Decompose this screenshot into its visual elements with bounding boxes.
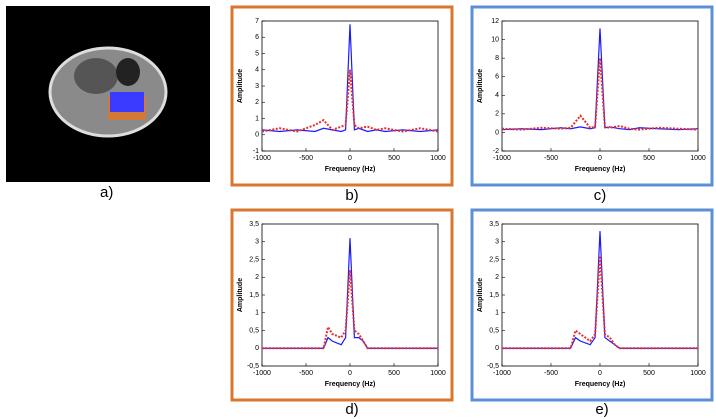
y-tick-label: 6 xyxy=(255,34,259,41)
x-tick-label: -500 xyxy=(299,370,313,377)
x-tick-label: 500 xyxy=(643,155,655,162)
panel-caption: a) xyxy=(100,184,113,201)
y-tick-label: 2 xyxy=(495,274,499,281)
y-tick-label: 1 xyxy=(255,115,259,122)
y-tick-label: 8 xyxy=(495,55,499,62)
y-axis-label: Amplitude xyxy=(237,278,244,312)
y-tick-label: 3,5 xyxy=(489,221,499,228)
x-tick-label: 0 xyxy=(348,155,352,162)
x-tick-label: 1000 xyxy=(430,370,446,377)
y-tick-label: 3 xyxy=(255,83,259,90)
spectrum-line xyxy=(261,69,439,133)
y-tick-label: 7 xyxy=(255,18,259,25)
y-tick-label: 4 xyxy=(255,67,259,74)
x-tick-label: 500 xyxy=(643,370,655,377)
y-tick-label: 3 xyxy=(495,239,499,246)
y-tick-label: 0 xyxy=(255,345,259,352)
x-axis-label: Frequency (Hz) xyxy=(325,166,376,173)
y-tick-label: 10 xyxy=(491,36,499,43)
x-tick-label: -500 xyxy=(544,155,558,162)
y-axis-label: Amplitude xyxy=(477,278,484,312)
y-axis-label: Amplitude xyxy=(477,69,484,103)
y-tick-label: 5 xyxy=(255,50,259,57)
y-tick-label: 6 xyxy=(495,74,499,81)
x-tick-label: 500 xyxy=(388,370,400,377)
spectrum-line xyxy=(261,24,439,133)
x-tick-label: 0 xyxy=(598,370,602,377)
y-tick-label: -1 xyxy=(253,148,259,155)
y-tick-label: 2 xyxy=(495,111,499,118)
y-tick-label: 0 xyxy=(495,345,499,352)
y-tick-label: -2 xyxy=(493,148,499,155)
y-tick-label: 3 xyxy=(255,239,259,246)
panel-frame xyxy=(470,5,714,187)
x-tick-label: 1000 xyxy=(690,155,706,162)
spectrum-line xyxy=(501,58,699,131)
panel-caption: c) xyxy=(594,187,607,204)
x-tick-label: -500 xyxy=(544,370,558,377)
x-tick-label: -1000 xyxy=(493,370,511,377)
y-tick-label: 12 xyxy=(491,18,499,25)
x-tick-label: 0 xyxy=(348,370,352,377)
y-tick-label: 1 xyxy=(255,310,259,317)
y-tick-label: 2 xyxy=(255,274,259,281)
panel-caption: b) xyxy=(345,187,358,204)
x-axis-label: Frequency (Hz) xyxy=(325,381,376,388)
y-tick-label: 0 xyxy=(255,132,259,139)
panel-frame xyxy=(230,5,454,187)
x-axis-label: Frequency (Hz) xyxy=(575,381,626,388)
x-tick-label: -1000 xyxy=(253,370,271,377)
y-tick-label: 2,5 xyxy=(489,256,499,263)
x-tick-label: 0 xyxy=(598,155,602,162)
y-tick-label: 3,5 xyxy=(249,221,259,228)
panel-caption: e) xyxy=(595,401,608,418)
y-tick-label: 1,5 xyxy=(489,292,499,299)
y-tick-label: 2 xyxy=(255,99,259,106)
y-tick-label: 1,5 xyxy=(249,292,259,299)
y-tick-label: -0,5 xyxy=(247,363,259,370)
spectrum-line xyxy=(502,231,698,349)
y-tick-label: 1 xyxy=(495,310,499,317)
y-tick-label: 4 xyxy=(495,92,499,99)
y-tick-label: 0 xyxy=(495,129,499,136)
y-tick-label: -0,5 xyxy=(487,363,499,370)
x-tick-label: -1000 xyxy=(493,155,511,162)
y-tick-label: 2,5 xyxy=(249,256,259,263)
x-tick-label: 1000 xyxy=(690,370,706,377)
panel-frame xyxy=(470,208,714,402)
panel-frame xyxy=(230,208,454,402)
mri-image xyxy=(6,6,210,182)
y-tick-label: 0,5 xyxy=(489,327,499,334)
x-tick-label: 1000 xyxy=(430,155,446,162)
panel-caption: d) xyxy=(345,401,358,418)
y-tick-label: 0,5 xyxy=(249,327,259,334)
x-tick-label: -1000 xyxy=(253,155,271,162)
x-tick-label: -500 xyxy=(299,155,313,162)
spectrum-line xyxy=(262,270,438,350)
x-tick-label: 500 xyxy=(388,155,400,162)
y-axis-label: Amplitude xyxy=(237,69,244,103)
x-axis-label: Frequency (Hz) xyxy=(575,166,626,173)
